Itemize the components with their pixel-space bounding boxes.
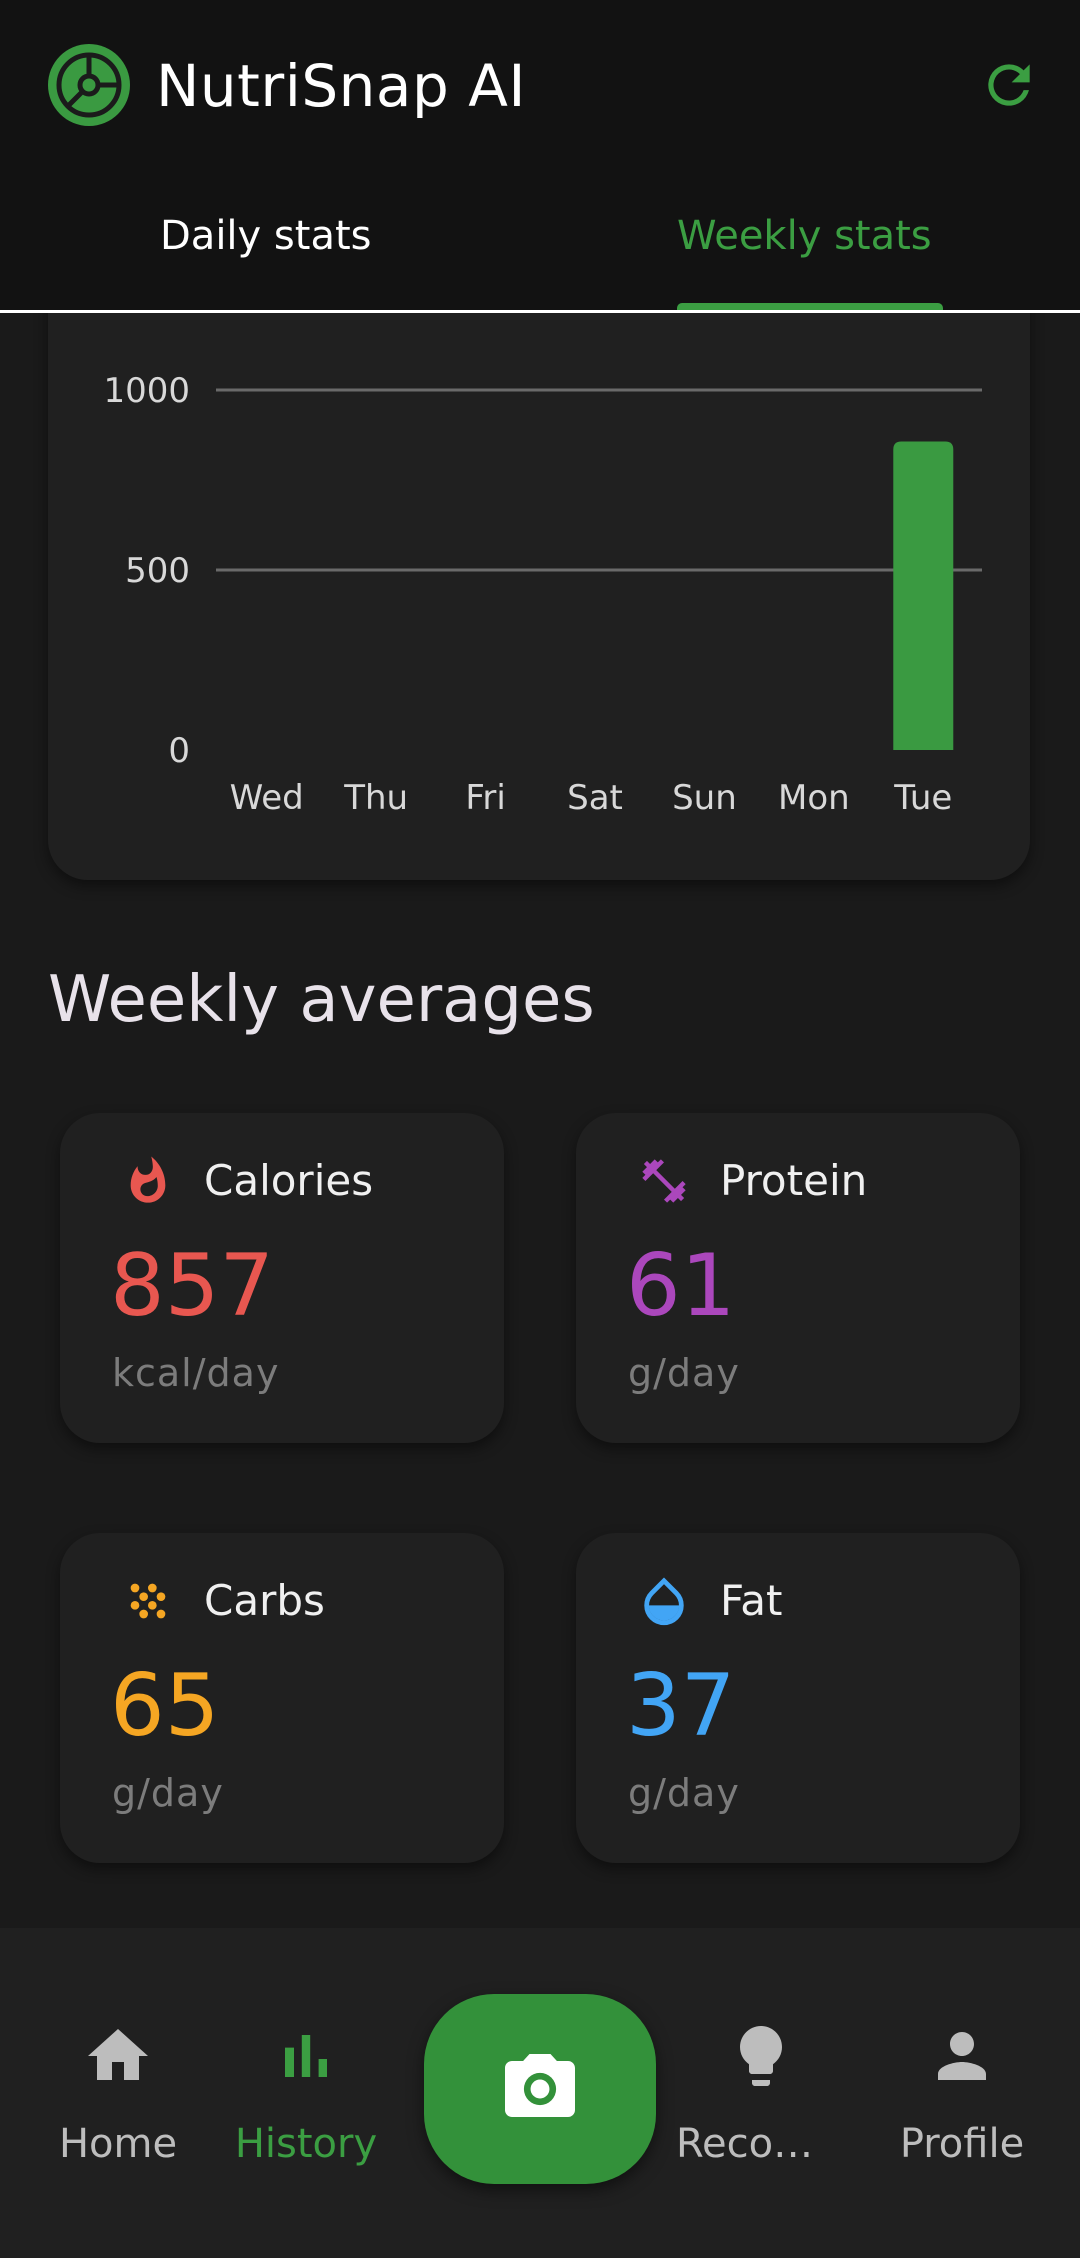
drop-icon [644, 1577, 684, 1626]
person-icon [938, 2032, 986, 2080]
x-tick-label: Sat [567, 778, 623, 818]
app-logo-icon [48, 44, 130, 126]
tab-weekly-stats[interactable]: Weekly stats [677, 213, 932, 259]
dumbbell-icon [642, 1159, 686, 1203]
y-tick-label: 0 [168, 731, 190, 771]
nav-item-history[interactable]: History [226, 1928, 386, 2258]
bar-chart-icon [285, 2035, 327, 2077]
nav-item-home[interactable]: Home [40, 1928, 196, 2258]
x-tick-label: Tue [893, 778, 952, 818]
home-icon [88, 2029, 148, 2080]
x-tick-label: Mon [778, 778, 850, 818]
calories-card: Calories 857 kcal/day [60, 1113, 504, 1443]
refresh-icon[interactable] [978, 54, 1040, 116]
carbs-card: Carbs 65 g/day [60, 1533, 504, 1863]
calories-label: Calories [204, 1156, 374, 1205]
protein-value: 61 [626, 1236, 736, 1336]
nav-label-recommendations: Recom… [676, 2121, 846, 2167]
active-tab-indicator [677, 303, 943, 312]
nav-label-history: History [234, 2121, 378, 2167]
protein-label: Protein [720, 1156, 868, 1205]
bar-tue [893, 441, 954, 750]
protein-unit: g/day [628, 1351, 740, 1395]
fat-value: 37 [626, 1656, 736, 1756]
calories-value: 857 [110, 1236, 275, 1336]
x-tick-label: Fri [465, 778, 506, 818]
fat-card: Fat 37 g/day [576, 1533, 1020, 1863]
lightbulb-icon [740, 2026, 782, 2086]
y-tick-label: 1000 [103, 371, 190, 411]
flame-icon [130, 1156, 166, 1203]
calories-unit: kcal/day [112, 1351, 280, 1395]
app-title: NutriSnap AI [156, 52, 527, 120]
y-tick-label: 500 [125, 551, 190, 591]
grain-icon [130, 1583, 166, 1619]
carbs-label: Carbs [204, 1576, 325, 1625]
x-tick-label: Thu [343, 778, 408, 818]
tab-divider [0, 310, 1080, 313]
nav-label-profile: Profile [899, 2121, 1025, 2167]
x-tick-label: Sun [672, 778, 737, 818]
nav-label-home: Home [58, 2121, 178, 2167]
camera-icon [505, 2054, 575, 2117]
protein-card: Protein 61 g/day [576, 1113, 1020, 1443]
carbs-unit: g/day [112, 1771, 224, 1815]
x-tick-label: Wed [230, 778, 304, 818]
carbs-value: 65 [110, 1656, 220, 1756]
app-bar: NutriSnap AI Daily stats Weekly stats [0, 0, 1080, 313]
tab-daily-stats[interactable]: Daily stats [160, 213, 372, 259]
fat-unit: g/day [628, 1771, 740, 1815]
nav-item-recommendations[interactable]: Recom… [676, 1928, 846, 2258]
weekly-chart-card: 0 500 1000 Wed Thu Fri Sat Sun Mon Tue [48, 250, 1030, 880]
weekly-calories-chart: 0 500 1000 Wed Thu Fri Sat Sun Mon Tue [103, 371, 982, 818]
fat-label: Fat [720, 1576, 783, 1625]
camera-button[interactable] [424, 1994, 656, 2184]
weekly-averages-title: Weekly averages [48, 963, 595, 1037]
nav-item-profile[interactable]: Profile [880, 1928, 1044, 2258]
